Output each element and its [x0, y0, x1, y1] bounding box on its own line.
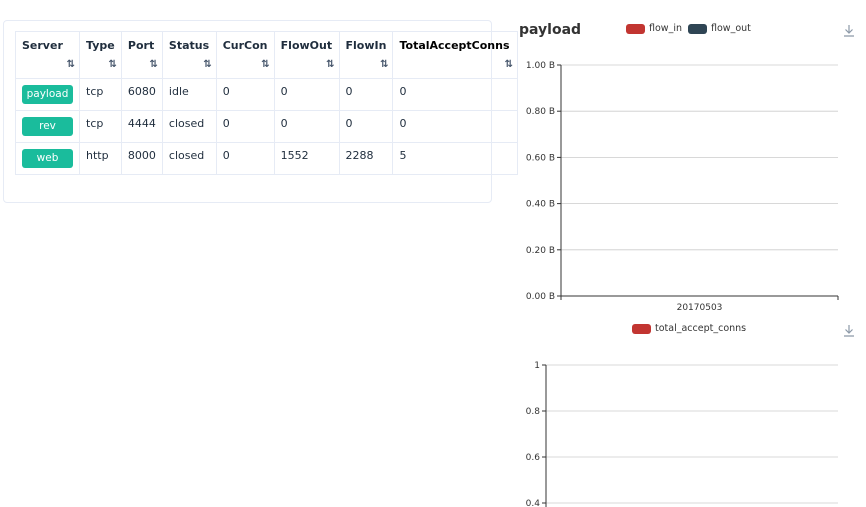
proxy-table: Server ⇅ Type ⇅ Port ⇅ Status ⇅ CurCon ⇅ Flow… [15, 31, 518, 175]
cell-port: 4444 [120, 110, 163, 143]
legend-swatch [688, 23, 707, 34]
column-header-port[interactable]: Port ⇅ [120, 31, 163, 79]
y-tick-label: 0.20 B [526, 246, 555, 256]
y-tick-label: 0.00 B [526, 292, 555, 302]
sort-icon[interactable]: ⇅ [326, 59, 335, 70]
sort-icon[interactable]: ⇅ [380, 59, 389, 70]
cell-status: closed [161, 142, 217, 175]
cell-server: web [15, 142, 80, 175]
sort-icon[interactable]: ⇅ [203, 59, 212, 70]
sort-icon[interactable]: ⇅ [66, 59, 76, 70]
cell-curcon: 0 [215, 142, 275, 175]
legend-label: total_accept_conns [655, 323, 747, 334]
table-row: payload tcp 6080 idle 0 0 0 0 [15, 78, 518, 111]
server-button-rev[interactable]: rev [22, 117, 73, 136]
traffic-chart-title: payload [519, 22, 582, 38]
cell-type: tcp [79, 78, 122, 111]
legend-swatch [626, 23, 645, 34]
table-header-row: Server ⇅ Type ⇅ Port ⇅ Status ⇅ CurCon ⇅ Flow… [15, 31, 518, 79]
y-tick-label: 0.60 B [526, 153, 555, 163]
legend-item-total-accept-conns[interactable]: total_accept_conns [632, 323, 746, 334]
legend-item-flow-in[interactable]: flow_in [626, 23, 682, 34]
cell-totalacceptconns: 0 [392, 78, 518, 111]
table-row: rev tcp 4444 closed 0 0 0 0 [15, 110, 518, 143]
cell-type: http [79, 142, 122, 175]
cell-flowin: 2288 [338, 142, 394, 175]
download-icon[interactable] [843, 24, 855, 40]
cell-port: 8000 [120, 142, 163, 175]
cell-curcon: 0 [215, 110, 275, 143]
sort-icon[interactable]: ⇅ [149, 59, 159, 70]
column-header-totalacceptconns[interactable]: TotalAcceptConns ⇅ [392, 31, 518, 79]
legend-label: flow_out [711, 23, 751, 34]
cell-flowin: 0 [338, 78, 394, 111]
cell-curcon: 0 [215, 78, 275, 111]
cell-totalacceptconns: 0 [392, 110, 518, 143]
server-button-payload[interactable]: payload [22, 85, 73, 104]
server-button-web[interactable]: web [22, 149, 73, 168]
cell-flowout: 0 [273, 78, 340, 111]
cell-server: payload [15, 78, 80, 111]
column-header-curcon[interactable]: CurCon ⇅ [215, 31, 275, 79]
legend-label: flow_in [649, 23, 682, 34]
cell-port: 6080 [120, 78, 163, 111]
legend-item-flow-out[interactable]: flow_out [688, 23, 751, 34]
column-header-type[interactable]: Type ⇅ [79, 31, 122, 79]
download-icon[interactable] [843, 324, 855, 340]
column-header-server[interactable]: Server ⇅ [15, 31, 80, 79]
y-tick-label: 0.6 [526, 453, 541, 463]
cell-flowout: 0 [273, 110, 340, 143]
cell-flowin: 0 [338, 110, 394, 143]
cell-status: idle [161, 78, 217, 111]
y-tick-label: 0.40 B [526, 200, 555, 210]
sort-icon[interactable]: ⇅ [504, 59, 514, 70]
sort-icon[interactable]: ⇅ [108, 59, 118, 70]
legend-swatch [632, 323, 651, 334]
cell-totalacceptconns: 5 [392, 142, 518, 175]
y-tick-label: 0.4 [526, 499, 541, 507]
cell-type: tcp [79, 110, 122, 143]
y-tick-label: 0.80 B [526, 107, 555, 117]
y-tick-label: 0.8 [526, 407, 541, 417]
cell-status: closed [161, 110, 217, 143]
column-header-flowout[interactable]: FlowOut ⇅ [273, 31, 340, 79]
column-header-status[interactable]: Status ⇅ [161, 31, 217, 79]
column-header-flowin[interactable]: FlowIn ⇅ [338, 31, 394, 79]
y-tick-label: 1.00 B [526, 61, 555, 71]
x-tick-label: 20170503 [677, 303, 723, 313]
cell-server: rev [15, 110, 80, 143]
cell-flowout: 1552 [273, 142, 340, 175]
table-row: web http 8000 closed 0 1552 2288 5 [15, 142, 518, 175]
sort-icon[interactable]: ⇅ [261, 59, 270, 70]
y-tick-label: 1 [534, 361, 540, 371]
